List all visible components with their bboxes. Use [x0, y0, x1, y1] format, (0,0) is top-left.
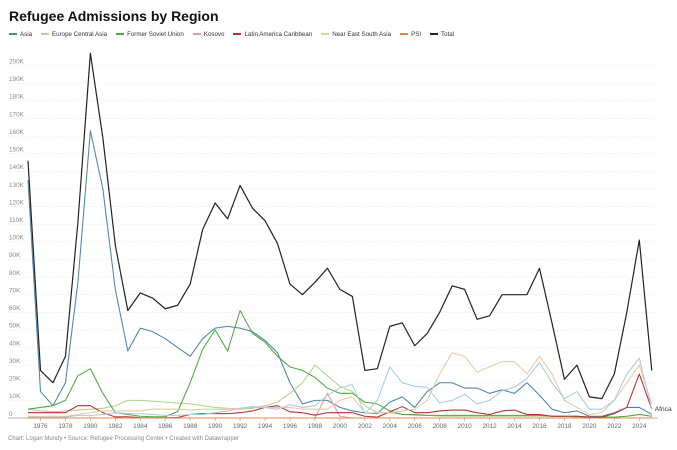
- y-tick-label: 100K: [9, 235, 25, 242]
- legend-label: Near East South Asia: [332, 30, 392, 38]
- series-line-total: [27, 52, 653, 400]
- x-tick-label: 2000: [333, 423, 348, 430]
- y-tick-label: 20K: [9, 376, 21, 383]
- series-line-near-east-south-asia: [28, 352, 653, 417]
- y-tick-label: 130K: [9, 182, 25, 189]
- legend-item-asia: Asia: [9, 31, 32, 38]
- x-tick-label: 1978: [58, 423, 73, 430]
- x-tick-label: 1996: [283, 423, 298, 430]
- legend-item-near-east-south-asia: Near East South Asia: [321, 31, 391, 38]
- legend-swatch: [400, 33, 409, 35]
- y-tick-label: 200K: [9, 58, 25, 65]
- y-tick-label: 60K: [9, 305, 21, 312]
- series-line-africa: [28, 357, 653, 418]
- y-tick-label: 160K: [9, 129, 25, 136]
- y-tick-label: 70K: [9, 287, 21, 294]
- y-tick-label: 180K: [9, 94, 25, 101]
- legend-item-former-soviet-union: Former Soviet Union: [116, 31, 184, 38]
- x-tick-label: 1982: [108, 423, 123, 430]
- chart-legend: Asia Europe Central Asia Former Soviet Uni…: [9, 28, 463, 40]
- x-tick-label: 2024: [632, 423, 647, 430]
- legend-label: PSI: [411, 30, 422, 38]
- y-tick-label: 50K: [9, 323, 21, 330]
- legend-item-psi: PSI: [400, 31, 421, 38]
- legend-label: Europe Central Asia: [52, 30, 108, 38]
- x-tick-label: 1990: [208, 423, 223, 430]
- y-tick-label: 120K: [9, 199, 25, 206]
- series-line-asia: [27, 130, 653, 417]
- chart-title: Refugee Admissions by Region: [9, 8, 219, 24]
- legend-label: Kosovo: [203, 30, 225, 38]
- y-tick-label: 0: [9, 411, 13, 418]
- x-tick-label: 2010: [458, 423, 473, 430]
- legend-label: Total: [441, 30, 455, 38]
- y-tick-label: 40K: [9, 340, 21, 347]
- legend-swatch: [233, 33, 242, 35]
- x-tick-label: 1998: [308, 423, 323, 430]
- legend-swatch: [321, 33, 330, 35]
- series-line-former-soviet-union: [27, 309, 652, 418]
- x-tick-label: 2022: [607, 423, 622, 430]
- y-tick-label: 90K: [9, 252, 21, 259]
- x-tick-label: 2004: [383, 423, 398, 430]
- x-tick-label: 1986: [158, 423, 173, 430]
- y-tick-label: 170K: [9, 111, 25, 118]
- y-tick-label: 80K: [9, 270, 21, 277]
- legend-swatch: [430, 33, 439, 35]
- x-tick-label: 2020: [582, 423, 597, 430]
- x-tick-label: 2002: [358, 423, 373, 430]
- x-tick-label: 1988: [183, 423, 198, 430]
- legend-swatch: [41, 33, 50, 35]
- x-tick-label: 1984: [133, 423, 148, 430]
- legend-item-kosovo: Kosovo: [192, 30, 225, 38]
- x-tick-label: 1992: [233, 423, 248, 430]
- chart-footer: Chart: Logan Mundy • Source: Refugee Pro…: [8, 436, 239, 442]
- x-tick-label: 2008: [433, 423, 448, 430]
- x-tick-label: 2012: [482, 423, 497, 430]
- y-tick-label: 30K: [9, 358, 21, 365]
- legend-item-total: Total: [430, 31, 454, 38]
- x-tick-label: 2006: [408, 423, 423, 430]
- x-tick-label: 1994: [258, 423, 273, 430]
- y-tick-label: 110K: [9, 217, 24, 224]
- legend-swatch: [116, 33, 125, 35]
- x-tick-label: 2018: [557, 423, 572, 430]
- legend-item-europe-central-asia: Europe Central Asia: [41, 31, 107, 38]
- series-line-latin-america-caribbean: [28, 373, 653, 419]
- y-tick-label: 190K: [9, 76, 25, 83]
- x-tick-label: 2014: [507, 423, 522, 430]
- y-tick-label: 150K: [9, 147, 25, 154]
- legend-swatch: [9, 33, 17, 35]
- legend-item-latin-america-caribbean: Latin America Caribbean: [233, 31, 312, 38]
- x-tick-label: 1980: [83, 423, 98, 430]
- end-label-africa: Africa: [655, 406, 672, 413]
- legend-swatch: [192, 33, 201, 35]
- y-tick-label: 140K: [9, 164, 25, 171]
- x-tick-label: 2016: [532, 423, 547, 430]
- x-tick-label: 1976: [33, 423, 48, 430]
- legend-label: Former Soviet Union: [127, 30, 184, 38]
- legend-label: Latin America Caribbean: [244, 30, 313, 38]
- legend-label: Asia: [20, 30, 33, 38]
- y-tick-label: 10K: [9, 393, 21, 400]
